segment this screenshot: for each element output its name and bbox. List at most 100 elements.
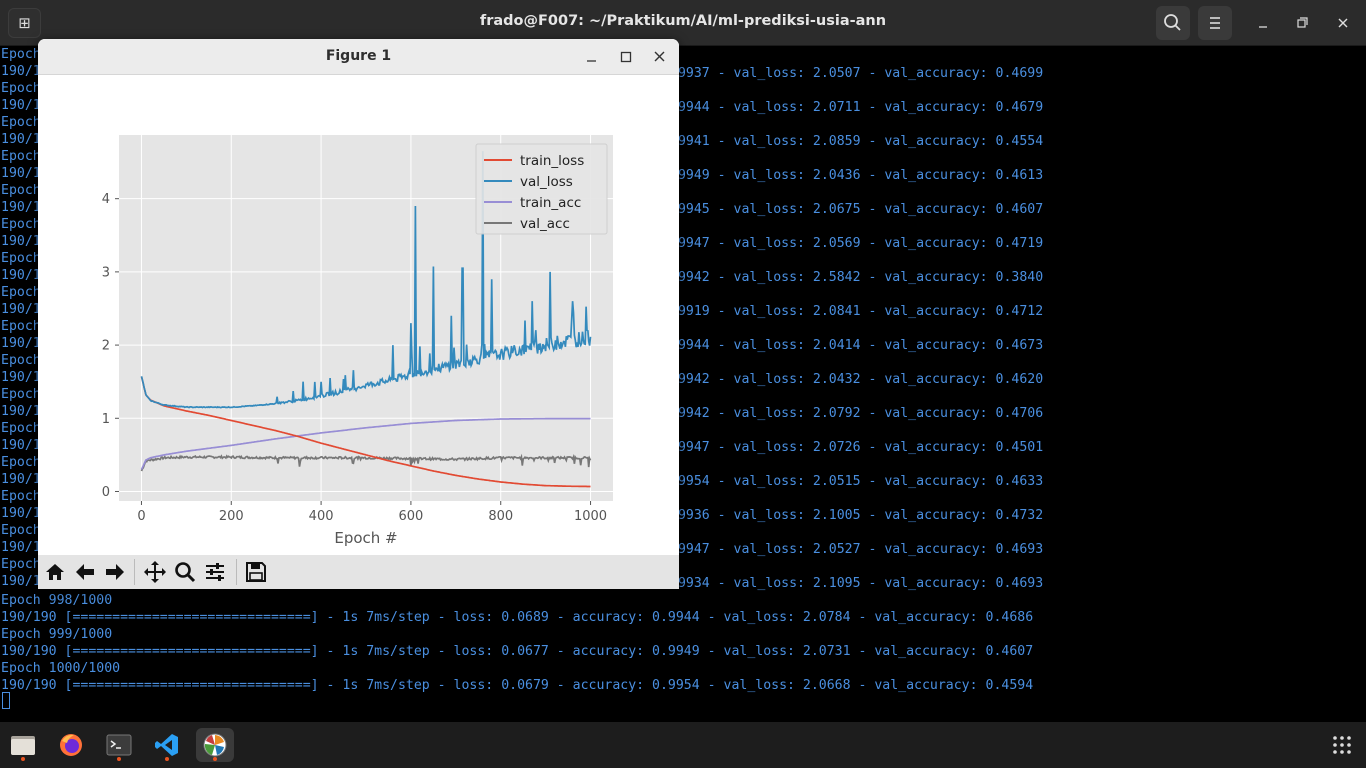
terminal-line: .9945 - val_loss: 2.0675 - val_accuracy:… — [670, 202, 1044, 217]
y-tick-label: 4 — [102, 192, 110, 207]
terminal-line: 190/1 — [1, 268, 41, 283]
back-arrow-icon — [76, 564, 94, 580]
terminal-line: .9947 - val_loss: 2.0569 - val_accuracy:… — [670, 236, 1044, 251]
terminal-line: .9936 - val_loss: 2.1005 - val_accuracy:… — [670, 508, 1044, 523]
terminal-line: 190/1 — [1, 404, 41, 419]
x-tick-label: 0 — [137, 509, 145, 524]
pan-button[interactable] — [141, 558, 169, 586]
home-icon — [46, 564, 64, 580]
terminal-line: 190/190 [==============================]… — [1, 678, 1034, 693]
terminal-line: Epoch — [1, 489, 41, 504]
y-tick-label: 1 — [102, 412, 110, 427]
terminal-line: Epoch — [1, 421, 41, 436]
legend-entry: train_acc — [520, 195, 581, 211]
terminal-line: Epoch — [1, 319, 41, 334]
new-tab-button[interactable]: ⊞ — [8, 8, 41, 38]
back-button[interactable] — [71, 558, 99, 586]
terminal-line: .9942 - val_loss: 2.5842 - val_accuracy:… — [670, 270, 1044, 285]
legend-entry: val_acc — [520, 216, 570, 232]
terminal-line: 190/1 — [1, 302, 41, 317]
files-app-button[interactable] — [4, 728, 42, 762]
terminal-title: frado@F007: ~/Praktikum/AI/ml-prediksi-u… — [479, 13, 887, 29]
terminal-line: .9942 - val_loss: 2.0432 - val_accuracy:… — [670, 372, 1044, 387]
terminal-line: 190/190 [==============================]… — [1, 610, 1034, 625]
terminal-line: 190/1 — [1, 438, 41, 453]
subplots-icon — [206, 563, 224, 581]
terminal-icon — [106, 734, 132, 756]
terminal-line: Epoch — [1, 81, 41, 96]
home-button[interactable] — [41, 558, 69, 586]
save-button[interactable] — [242, 558, 270, 586]
zoom-button[interactable] — [171, 558, 199, 586]
maximize-button[interactable] — [1292, 13, 1312, 33]
terminal-line: 190/1 — [1, 574, 41, 589]
pan-icon — [144, 561, 166, 583]
terminal-line: Epoch — [1, 115, 41, 130]
matplotlib-figure-app-button[interactable] — [196, 728, 234, 762]
terminal-line: .9942 - val_loss: 2.0792 - val_accuracy:… — [670, 406, 1044, 421]
save-icon — [246, 562, 266, 582]
minimize-icon — [587, 60, 596, 62]
terminal-line: Epoch — [1, 557, 41, 572]
terminal-line: 190/1 — [1, 506, 41, 521]
figure-maximize-button[interactable] — [616, 47, 636, 67]
folder-icon — [11, 736, 35, 755]
terminal-line: .9934 - val_loss: 2.1095 - val_accuracy:… — [670, 576, 1044, 591]
taskbar — [0, 722, 1366, 768]
terminal-line: Epoch — [1, 149, 41, 164]
legend-entry: val_loss — [520, 174, 573, 190]
figure-title: Figure 1 — [325, 48, 392, 64]
close-button[interactable] — [1333, 13, 1353, 33]
firefox-app-button[interactable] — [52, 728, 90, 762]
terminal-app-button[interactable] — [100, 728, 138, 762]
firefox-icon — [60, 734, 82, 756]
x-tick-label: 800 — [488, 509, 513, 524]
figure-canvas[interactable]: 0 200 400 600 800 1000 0 1 2 3 4 Epoch # train_loss v… — [38, 75, 679, 555]
terminal-line: .9919 - val_loss: 2.0841 - val_accuracy:… — [670, 304, 1044, 319]
terminal-line: 190/1 — [1, 370, 41, 385]
figure-window[interactable]: Figure 1 0 200 400 600 800 1000 0 1 2 3 4 Epoch # tr… — [38, 39, 679, 589]
series-line-val_loss — [140, 151, 592, 409]
legend-entry: train_loss — [520, 153, 584, 169]
series-line-train_loss — [140, 376, 591, 488]
y-tick-label: 3 — [102, 265, 110, 280]
vscode-icon — [155, 734, 178, 756]
terminal-line: Epoch — [1, 183, 41, 198]
configure-subplots-button[interactable] — [201, 558, 229, 586]
search-button[interactable] — [1156, 6, 1190, 40]
terminal-line: 190/1 — [1, 472, 41, 487]
terminal-output[interactable]: Epoch 190/1 Epoch 190/1 Epoch 190/1 Epoch 190/1… — [0, 46, 1366, 722]
terminal-line: .9941 - val_loss: 2.0859 - val_accuracy:… — [670, 134, 1044, 149]
terminal-line: 190/190 [==============================]… — [1, 644, 1034, 659]
x-tick-label: 400 — [309, 509, 334, 524]
terminal-line: Epoch 998/1000 — [1, 593, 113, 608]
minimize-button[interactable] — [1253, 13, 1273, 33]
figure-close-button[interactable] — [650, 47, 670, 67]
show-apps-button[interactable] — [1323, 728, 1361, 762]
terminal-line: 190/1 — [1, 132, 41, 147]
terminal-line: Epoch — [1, 217, 41, 232]
running-indicator — [117, 757, 121, 761]
terminal-line: Epoch — [1, 47, 41, 62]
terminal-line: .9949 - val_loss: 2.0436 - val_accuracy:… — [670, 168, 1044, 183]
terminal-line: .9944 - val_loss: 2.0711 - val_accuracy:… — [670, 100, 1044, 115]
figure-minimize-button[interactable] — [582, 47, 602, 67]
terminal-line: Epoch — [1, 251, 41, 266]
terminal-line: Epoch 999/1000 — [1, 627, 113, 642]
terminal-line: 190/1 — [1, 540, 41, 555]
legend-box — [475, 143, 608, 235]
vscode-app-button[interactable] — [148, 728, 186, 762]
terminal-line: Epoch — [1, 455, 41, 470]
terminal-line: 190/1 — [1, 234, 41, 249]
x-tick-label: 1000 — [574, 509, 607, 524]
terminal-line: 190/1 — [1, 64, 41, 79]
series-line-val_acc — [140, 453, 592, 472]
forward-button[interactable] — [101, 558, 129, 586]
series-line-train_acc — [140, 417, 591, 470]
terminal-line: .9947 - val_loss: 2.0726 - val_accuracy:… — [670, 440, 1044, 455]
maximize-icon — [620, 51, 632, 63]
restore-icon — [1297, 17, 1308, 28]
terminal-line: 190/1 — [1, 336, 41, 351]
x-tick-label: 200 — [219, 509, 244, 524]
menu-button[interactable] — [1198, 6, 1232, 40]
